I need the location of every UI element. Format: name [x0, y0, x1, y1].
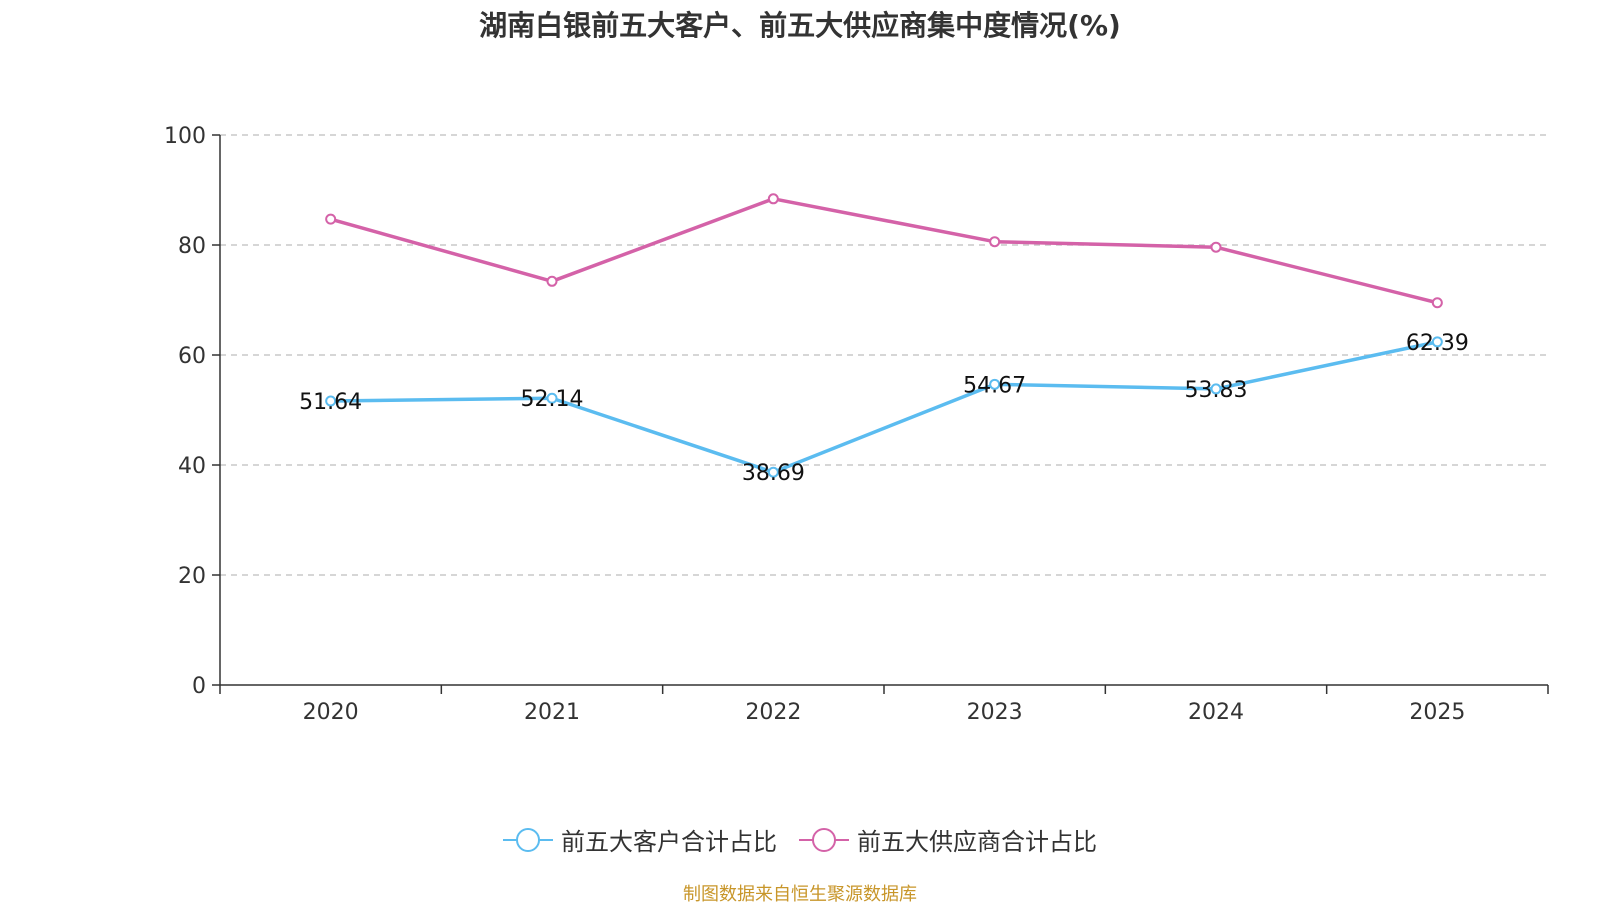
series-0-data-label-2021: 52.14: [521, 387, 584, 412]
series-1-point-2020: [325, 213, 337, 225]
series-0-point-2023: [989, 378, 1001, 390]
series-1-point-2022: [767, 193, 779, 205]
legend-customers-label: 前五大客户合计占比: [561, 828, 777, 856]
y-tick-label-0: 0: [192, 674, 206, 699]
legend-suppliers-label: 前五大供应商合计占比: [857, 828, 1097, 856]
y-tick-label-20: 20: [178, 564, 206, 589]
legend-customers-marker: [503, 827, 553, 852]
y-tick-label-100: 100: [164, 124, 206, 149]
y-tick-label-80: 80: [178, 234, 206, 259]
legend-suppliers-marker: [799, 827, 849, 852]
series-0-data-label-2022: 38.69: [742, 461, 805, 486]
series-0-point-2025: [1431, 336, 1443, 348]
series-line-1: [330, 197, 1438, 305]
series-0-point-2022: [767, 466, 779, 478]
series-0-point-2021: [546, 392, 558, 404]
x-tick-label-2025: 2025: [1409, 700, 1465, 725]
series-line-0: [330, 340, 1438, 474]
x-tick-label-2020: 2020: [303, 700, 359, 725]
legend-item-suppliers[interactable]: 前五大供应商合计占比: [799, 822, 1097, 857]
series-1-point-2025: [1431, 297, 1443, 309]
x-tick-label-2024: 2024: [1188, 700, 1244, 725]
series-0-data-label-2024: 53.83: [1185, 378, 1248, 403]
data-source-note: 制图数据来自恒生聚源数据库: [683, 884, 917, 905]
legend-item-customers[interactable]: 前五大客户合计占比: [503, 822, 777, 857]
series-1-point-2021: [546, 275, 558, 287]
y-tick-label-60: 60: [178, 344, 206, 369]
x-tick-label-2023: 2023: [967, 700, 1023, 725]
legend: 前五大客户合计占比 前五大供应商合计占比: [0, 822, 1600, 857]
series-1-point-2024: [1210, 241, 1222, 253]
series-0-data-label-2020: 51.64: [299, 390, 362, 415]
series-0-data-label-2023: 54.67: [963, 373, 1026, 398]
series-0-data-label-2025: 62.39: [1406, 331, 1469, 356]
series-0-point-2024: [1210, 383, 1222, 395]
series-1-point-2023: [989, 236, 1001, 248]
chart-title: 湖南白银前五大客户、前五大供应商集中度情况(%): [479, 9, 1121, 42]
x-tick-label-2022: 2022: [745, 700, 801, 725]
y-tick-label-40: 40: [178, 454, 206, 479]
series-0-point-2020: [325, 395, 337, 407]
x-tick-label-2021: 2021: [524, 700, 580, 725]
